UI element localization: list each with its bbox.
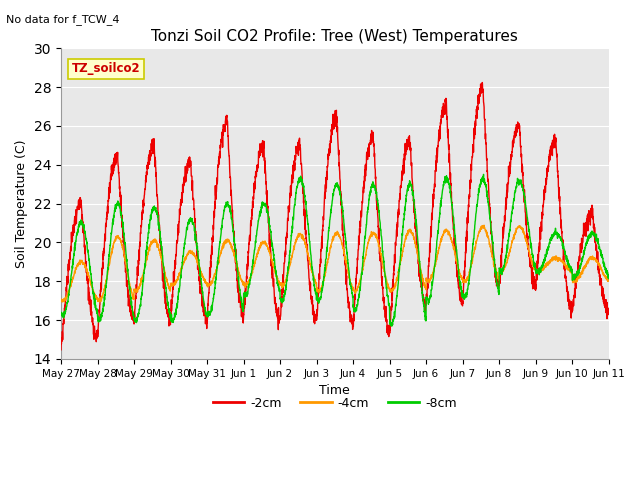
X-axis label: Time: Time: [319, 384, 350, 397]
Text: No data for f_TCW_4: No data for f_TCW_4: [6, 14, 120, 25]
Text: TZ_soilco2: TZ_soilco2: [72, 62, 141, 75]
Y-axis label: Soil Temperature (C): Soil Temperature (C): [15, 139, 28, 268]
Legend: -2cm, -4cm, -8cm: -2cm, -4cm, -8cm: [207, 392, 462, 415]
Title: Tonzi Soil CO2 Profile: Tree (West) Temperatures: Tonzi Soil CO2 Profile: Tree (West) Temp…: [152, 29, 518, 44]
